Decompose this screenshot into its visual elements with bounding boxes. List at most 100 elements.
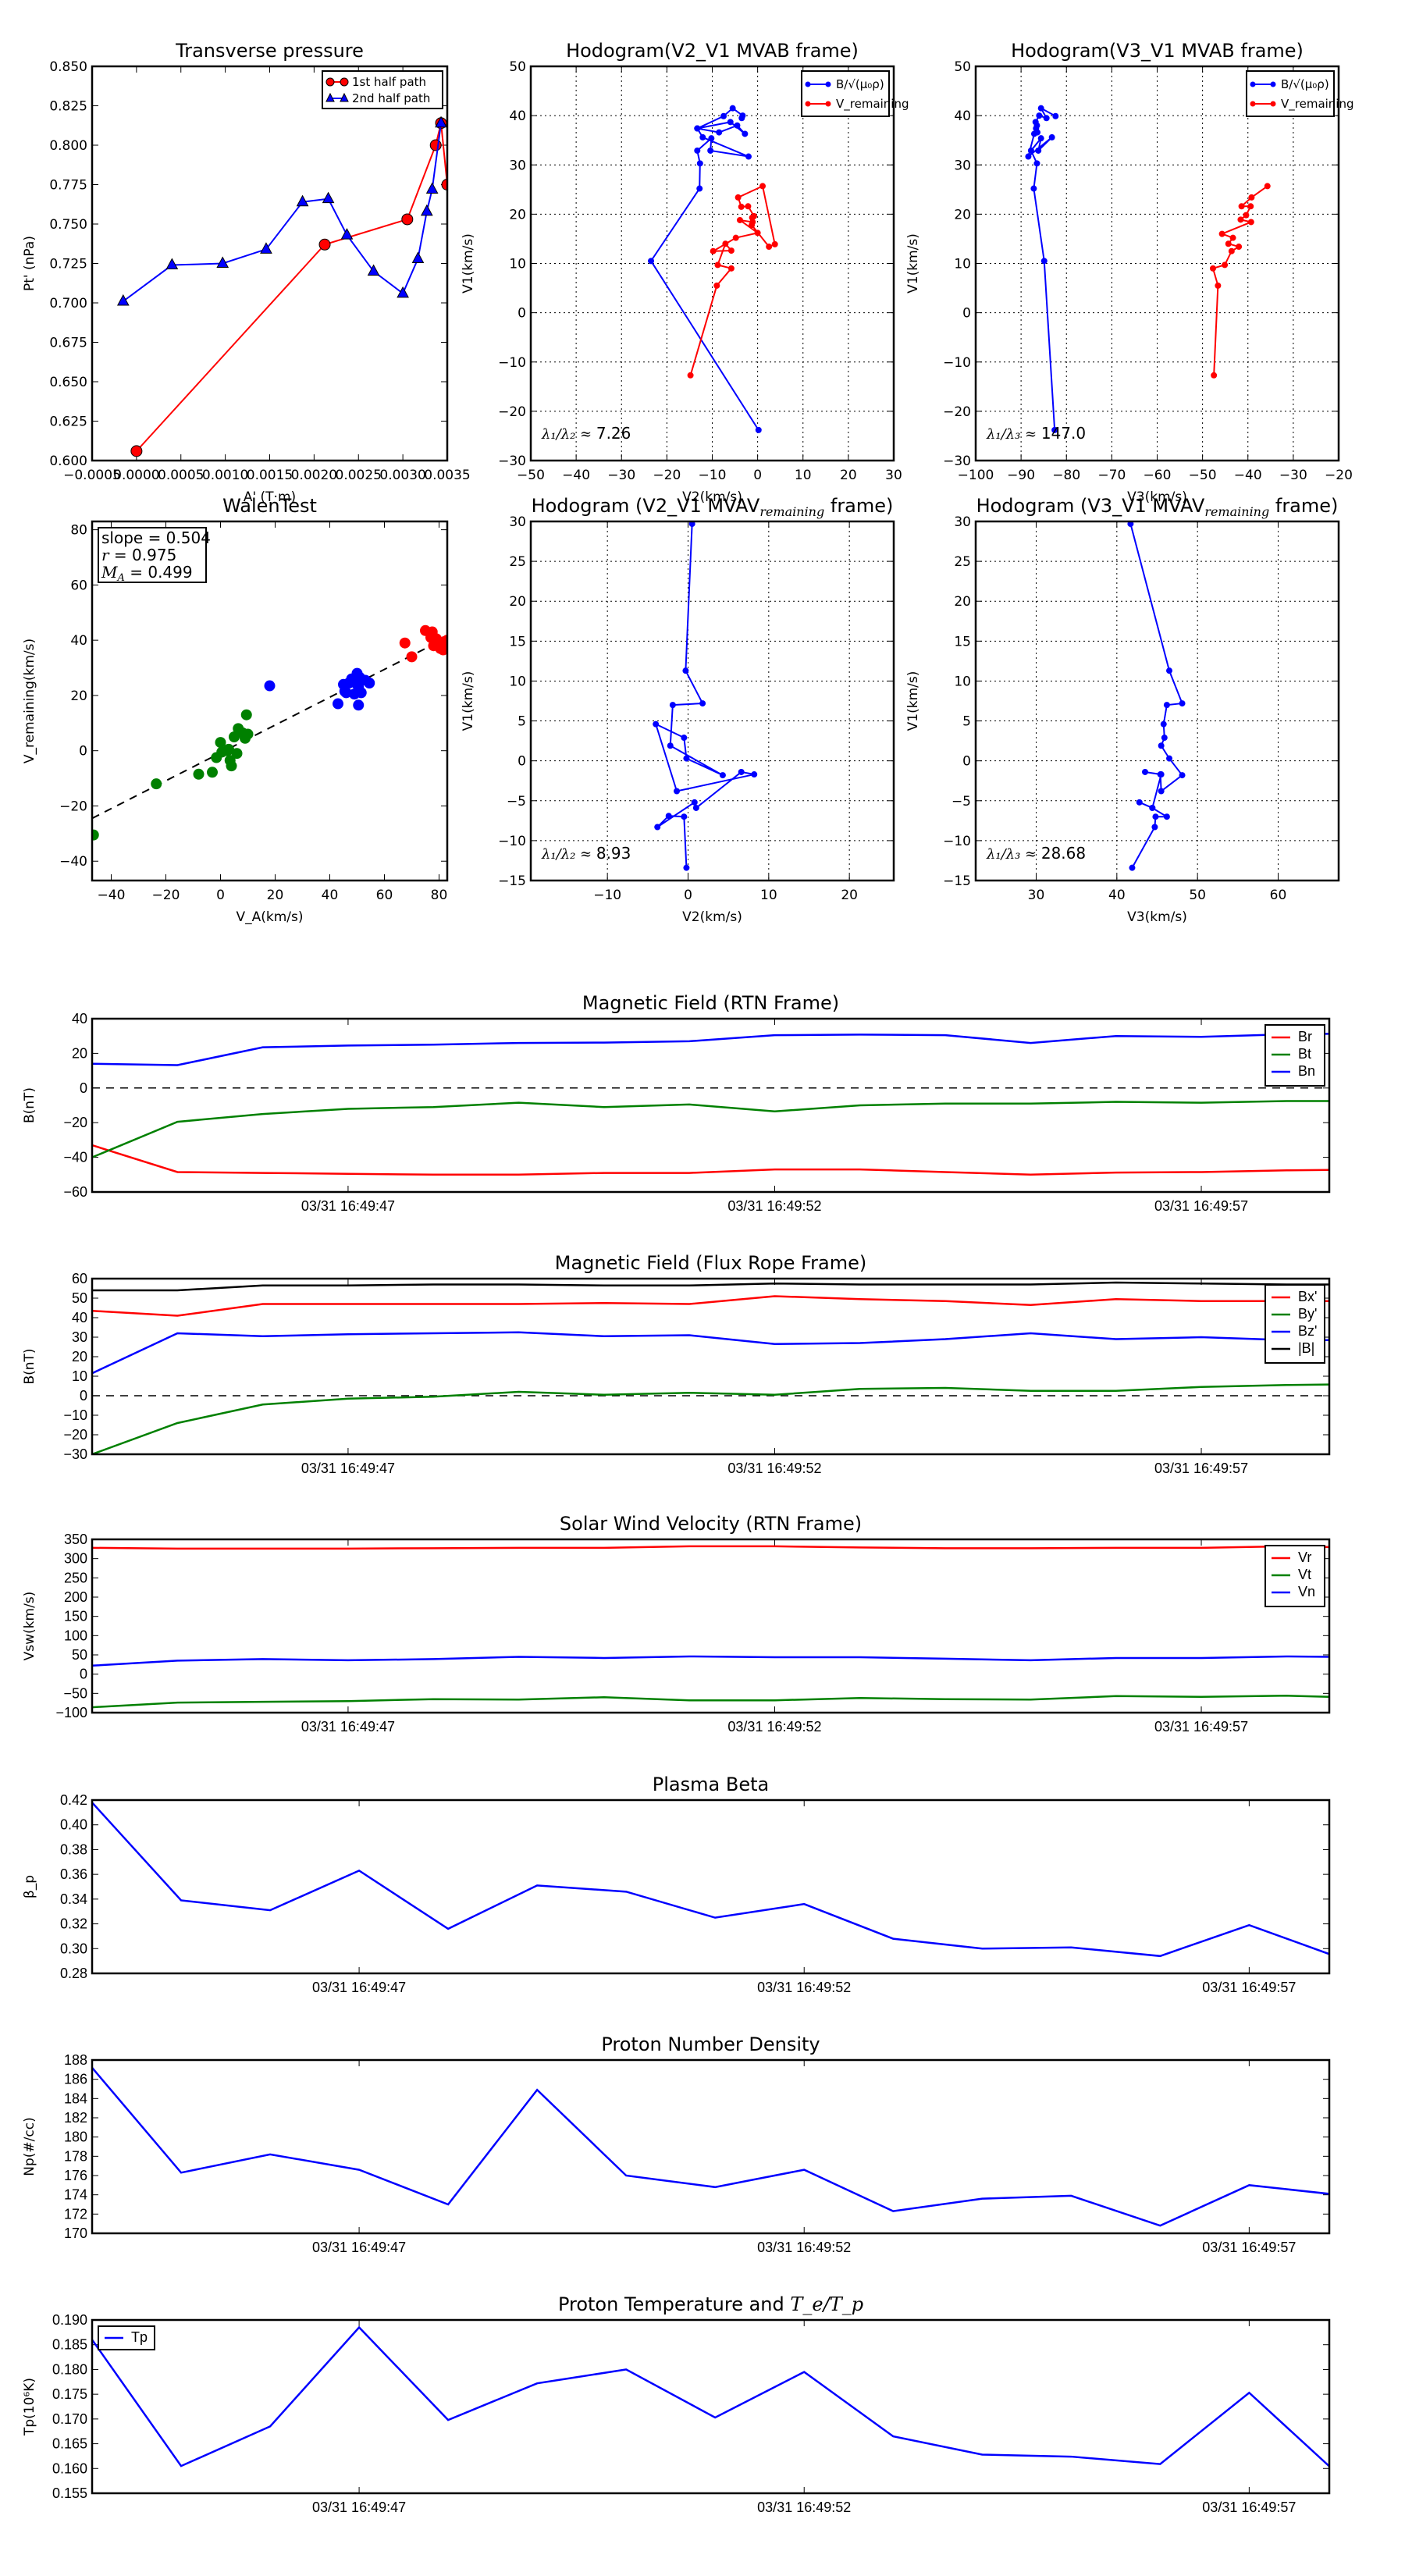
eigenvalue-ratio-annotation: λ₁/λ₂ ≈ 7.26	[541, 424, 631, 443]
y-tick-label: 20	[954, 594, 971, 610]
scatter-point-blue	[340, 687, 352, 699]
data-point	[734, 122, 741, 129]
data-point	[696, 160, 703, 167]
axes-frame	[91, 2058, 1331, 2235]
y-axis-label: Tp(10⁶K)	[22, 2378, 37, 2436]
axes-frame	[91, 2318, 1331, 2495]
data-point	[771, 240, 778, 247]
legend-label: B/√(μ₀ρ)	[836, 77, 884, 91]
data-point	[727, 265, 735, 272]
y-tick-label: 188	[64, 2052, 87, 2068]
data-point	[738, 115, 745, 122]
data-point-triangle	[397, 286, 409, 298]
series-line-Br	[92, 1144, 1329, 1176]
x-axis-label: A' (T·m)	[244, 489, 296, 505]
legend-label: Bt	[1298, 1046, 1311, 1062]
axes-frame	[974, 520, 1340, 882]
legend-label: Bx'	[1298, 1289, 1317, 1304]
x-tick-label: −40	[1234, 468, 1262, 483]
y-tick-label: −20	[63, 1427, 87, 1443]
data-point	[1228, 247, 1235, 254]
data-point	[732, 234, 739, 241]
y-tick-label: 300	[64, 1551, 87, 1567]
y-tick-label: 0	[80, 1080, 87, 1096]
y-axis-label: Vsw(km/s)	[22, 1592, 37, 1661]
y-tick-label: 0	[518, 754, 526, 770]
y-tick-label: 184	[64, 2090, 87, 2106]
data-point	[1052, 112, 1059, 119]
chart-bfield_rtn: Magnetic Field (RTN Frame) −60 −40 −20 0 20 40…	[22, 992, 1331, 1214]
y-tick-label: 0.155	[52, 2485, 87, 2501]
x-tick-label: 03/31 16:49:57	[1154, 1461, 1248, 1476]
y-tick-label: 20	[72, 1045, 87, 1061]
x-tick-label: 03/31 16:49:52	[757, 1980, 851, 1995]
chart-title: Proton Temperature and T_e/T_p	[558, 2293, 863, 2315]
y-tick-label: 40	[954, 109, 971, 124]
data-point	[719, 772, 726, 779]
x-tick-label: −40	[98, 888, 126, 903]
scatter-point-blue	[347, 674, 359, 686]
x-tick-label: 60	[1270, 888, 1287, 903]
data-point	[1152, 813, 1159, 820]
y-tick-label: −20	[59, 799, 87, 814]
x-tick-label: −50	[517, 468, 545, 483]
axes-frame	[91, 1277, 1331, 1456]
y-tick-label: 40	[70, 633, 87, 649]
data-point	[1043, 115, 1050, 122]
data-point	[669, 702, 676, 709]
y-tick-label: 5	[962, 714, 971, 730]
legend-marker	[805, 101, 811, 107]
data-point-triangle	[425, 182, 439, 194]
x-tick-label: 03/31 16:49:52	[727, 1198, 821, 1214]
title-math: T_e/T_p	[790, 2293, 863, 2315]
chart-title: Hodogram(V3_V1 MVAB frame)	[1011, 40, 1304, 62]
data-point	[699, 700, 706, 707]
y-tick-label: −15	[943, 873, 971, 889]
data-point	[727, 119, 734, 126]
scatter-point-green	[193, 768, 205, 780]
y-tick-label: 30	[509, 158, 526, 173]
data-point	[1037, 135, 1044, 142]
data-point-triangle	[165, 258, 179, 270]
legend-marker	[825, 101, 831, 107]
data-point	[681, 813, 688, 820]
chart-np: Proton Number Density 170 172 174 176 178 180 1…	[22, 2033, 1331, 2255]
legend-label: V_remaining	[1281, 97, 1354, 112]
series-line-Bt	[92, 1100, 1329, 1158]
y-tick-label: 0.32	[60, 1916, 87, 1932]
series-line-Tp	[92, 2325, 1329, 2468]
y-tick-label: −10	[498, 834, 526, 849]
y-tick-label: 0.34	[60, 1891, 87, 1907]
legend-box	[801, 70, 890, 117]
x-tick-label: −0.0005	[63, 468, 121, 483]
data-point	[683, 755, 690, 762]
y-tick-label: 0.180	[52, 2361, 87, 2377]
y-tick-label: 0.36	[60, 1866, 87, 1882]
y-tick-label: 10	[72, 1368, 87, 1384]
legend-label: Bz'	[1298, 1323, 1317, 1339]
x-tick-label: 0	[753, 468, 762, 483]
x-tick-label: 03/31 16:49:57	[1202, 2240, 1296, 2255]
data-point	[1158, 788, 1165, 795]
y-tick-label: 10	[509, 257, 526, 272]
series-line-By'	[92, 1383, 1329, 1454]
x-tick-label: −10	[699, 468, 727, 483]
data-point	[1222, 262, 1229, 269]
data-point-triangle	[435, 116, 447, 128]
ma-value: = 0.499	[125, 563, 193, 582]
data-point-triangle	[116, 294, 130, 306]
scatter-point-blue	[264, 680, 276, 692]
data-point	[1025, 153, 1032, 160]
axes-frame	[91, 1538, 1331, 1714]
ratio-value: 28.68	[1041, 844, 1086, 863]
r-label: r	[101, 546, 110, 564]
eigenvalue-ratio-annotation: λ₁/λ₂ ≈ 8.93	[541, 844, 631, 863]
data-point	[755, 426, 762, 433]
y-tick-label: −30	[498, 454, 526, 469]
data-point	[648, 258, 655, 265]
eigenvalue-ratio-annotation: λ₁/λ₃ ≈ 28.68	[986, 844, 1086, 863]
y-tick-label: 5	[518, 714, 526, 730]
y-tick-label: 40	[72, 1310, 87, 1325]
scatter-point-red	[406, 651, 418, 663]
data-point	[1247, 203, 1254, 210]
